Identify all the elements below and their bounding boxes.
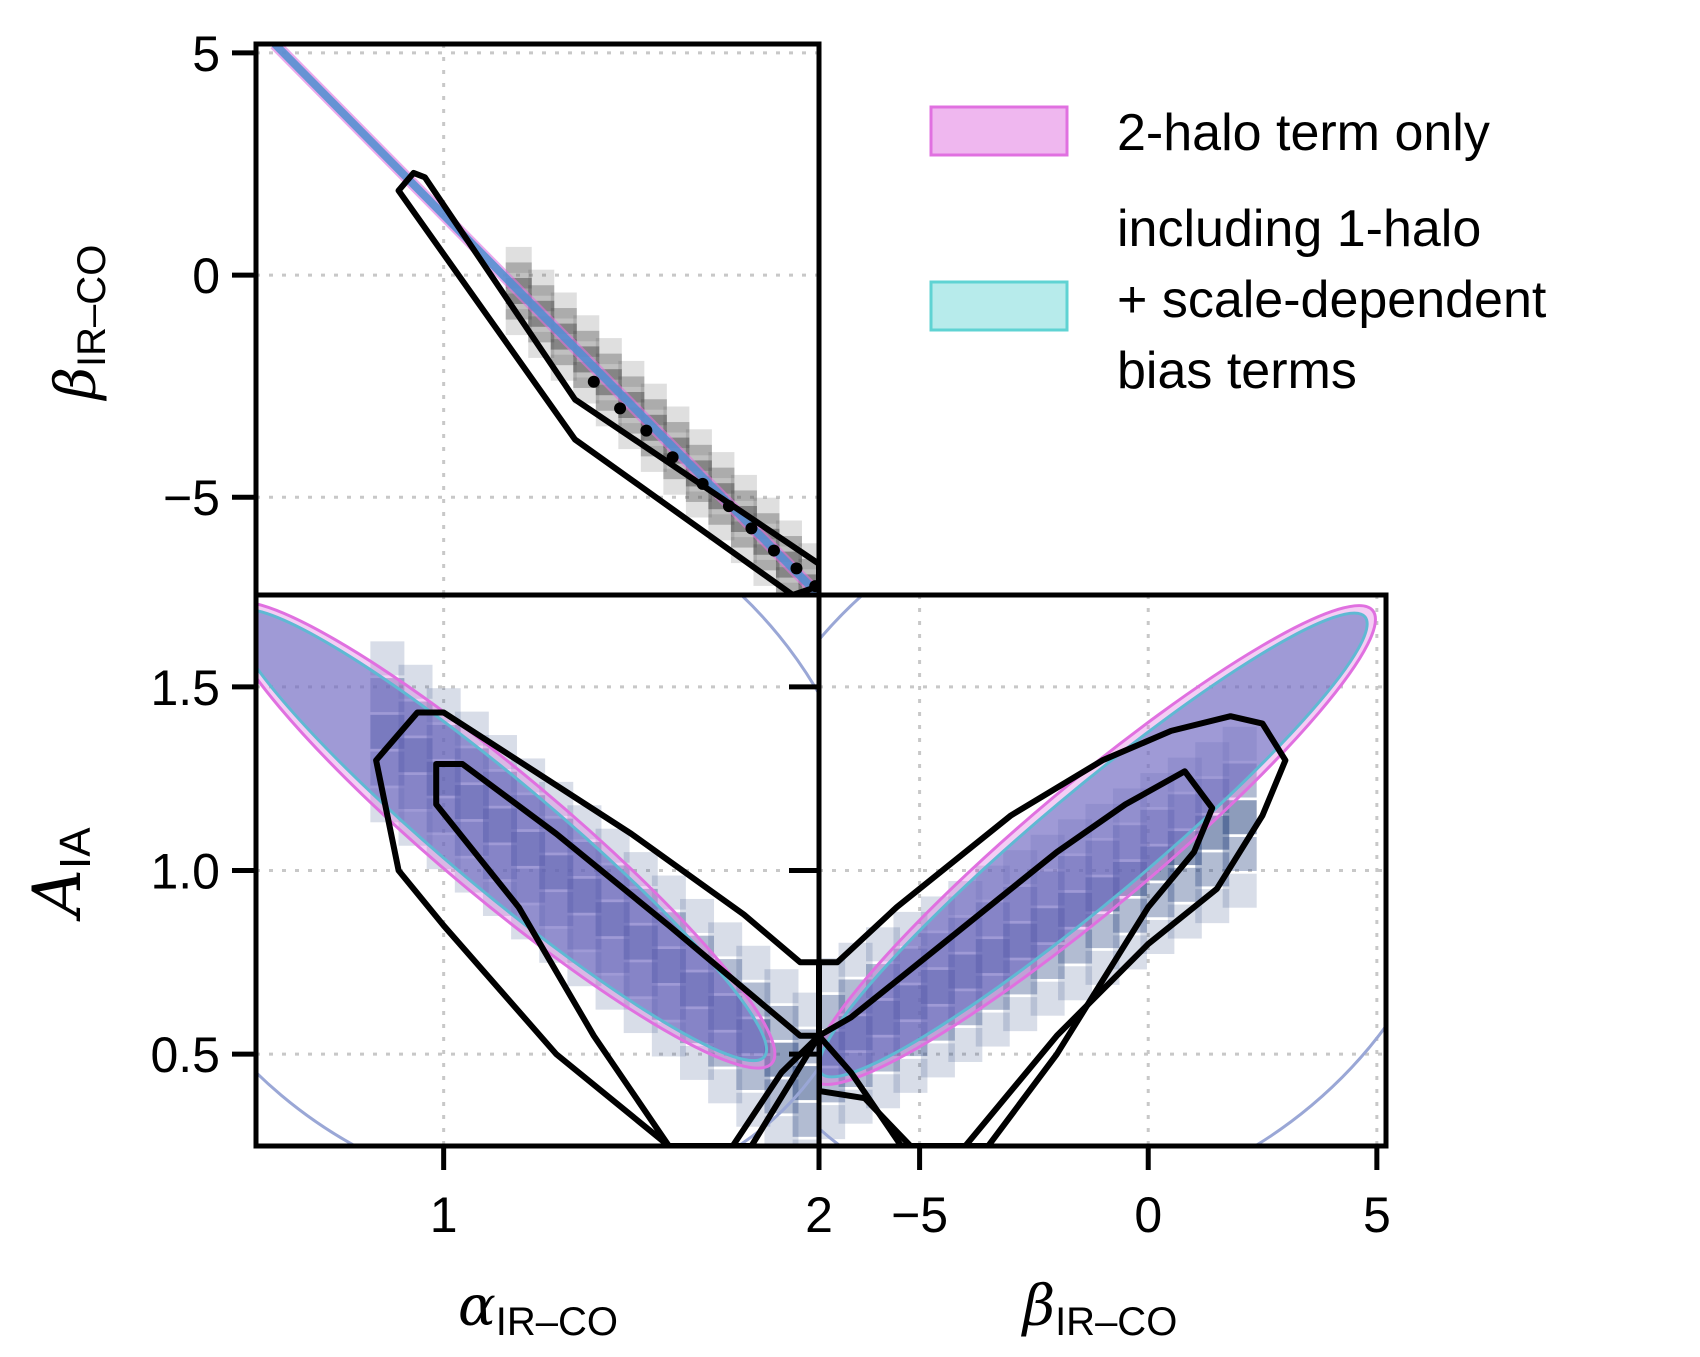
density-cell [550, 292, 577, 319]
contour-68 [433, 761, 819, 1146]
xtick-label: 1 [430, 1187, 458, 1243]
sample-point [696, 477, 709, 490]
density-cell [736, 945, 771, 980]
contours-A-vs-alpha [373, 709, 819, 1146]
density-cell [792, 1139, 819, 1146]
density-cell [1003, 997, 1038, 1032]
xtick-label: 0 [1134, 1187, 1162, 1243]
ytick-label: 0.5 [150, 1027, 220, 1083]
legend-label-1halo-line3: bias terms [1117, 342, 1357, 400]
legend: 2-halo term only including 1-halo + scal… [929, 104, 1547, 400]
ellipse-1halo [256, 607, 769, 1063]
legend-label-1halo-line1: including 1-halo [1117, 200, 1481, 258]
density-cell [893, 1058, 928, 1093]
density-cell [948, 1027, 983, 1062]
xtick-label: −5 [891, 1187, 948, 1243]
sample-point [614, 402, 627, 415]
contour-95 [373, 709, 819, 1146]
density-cell [618, 360, 645, 387]
ellipse-outer-1halo [256, 595, 819, 1146]
density-cell [792, 992, 819, 1027]
xtick-label: 5 [1363, 1187, 1391, 1243]
density-cell [730, 474, 757, 501]
density-cell [505, 246, 532, 273]
xlabel-alpha: αIR–CO [458, 1274, 618, 1344]
density-cell [792, 1102, 819, 1137]
sample-point [767, 544, 780, 557]
sample-point [666, 451, 679, 464]
xtick-label: 2 [805, 1187, 833, 1243]
density-cell [708, 1069, 743, 1104]
density-cell [685, 491, 712, 518]
sample-point [722, 500, 735, 513]
ellipse-1halo [819, 611, 1369, 1079]
ylabel-beta: βIR–CO [44, 245, 114, 402]
panel-A-vs-alpha: 1.5 1.0 0.5 1 2 [150, 592, 833, 1243]
density-cell [764, 969, 799, 1004]
density-cell [663, 406, 690, 433]
xlabel-beta: βIR–CO [1021, 1274, 1178, 1344]
density-cell [640, 383, 667, 410]
sample-point [587, 375, 600, 388]
density-cell [595, 338, 622, 365]
contour-95 [819, 713, 1289, 1146]
density-cell [1085, 914, 1120, 949]
legend-swatch-1halo [929, 280, 1069, 332]
density-cell [573, 315, 600, 342]
samples-beta-vs-alpha [587, 375, 819, 593]
panel-beta-vs-alpha: 5 0 −5 [163, 26, 822, 598]
ytick-label: 1.0 [150, 844, 220, 900]
density-cell [708, 922, 743, 957]
ytick-label: 1.5 [150, 660, 220, 716]
ellipses-A-vs-alpha [256, 595, 819, 1146]
ytick-label: −5 [163, 470, 220, 526]
contour-68 [819, 768, 1216, 1146]
density-cell [370, 641, 405, 676]
density-cell [708, 452, 735, 479]
density-cell [920, 1043, 955, 1078]
density-cell [685, 429, 712, 456]
density-cell [680, 898, 715, 933]
ytick-label: 0 [192, 248, 220, 304]
contour-95 [395, 169, 819, 595]
ellipse-outer-1halo [819, 595, 1386, 1146]
legend-label-2halo: 2-halo term only [1117, 104, 1490, 162]
ticks-beta-vs-alpha: 5 0 −5 [163, 26, 256, 526]
density-cell [528, 269, 555, 296]
sample-point [790, 562, 803, 575]
ytick-label: 5 [192, 26, 220, 82]
legend-swatch-2halo [929, 105, 1069, 157]
sample-point [640, 424, 653, 437]
density-cell [1030, 981, 1065, 1016]
legend-label-1halo-line2: + scale-dependent [1117, 271, 1547, 329]
contours-beta-vs-alpha [395, 169, 819, 595]
ticks-A-vs-beta: −5 0 5 [789, 684, 1391, 1243]
ticks-A-vs-alpha: 1.5 1.0 0.5 1 2 [150, 660, 832, 1243]
panel-A-vs-beta: −5 0 5 [789, 592, 1391, 1243]
density-cell [1222, 873, 1257, 908]
contours-A-vs-beta [819, 713, 1289, 1146]
density-cell [975, 1012, 1010, 1047]
density-cell [1058, 966, 1093, 1001]
ylabel-A: AIA [19, 827, 100, 923]
sample-point [745, 522, 758, 535]
